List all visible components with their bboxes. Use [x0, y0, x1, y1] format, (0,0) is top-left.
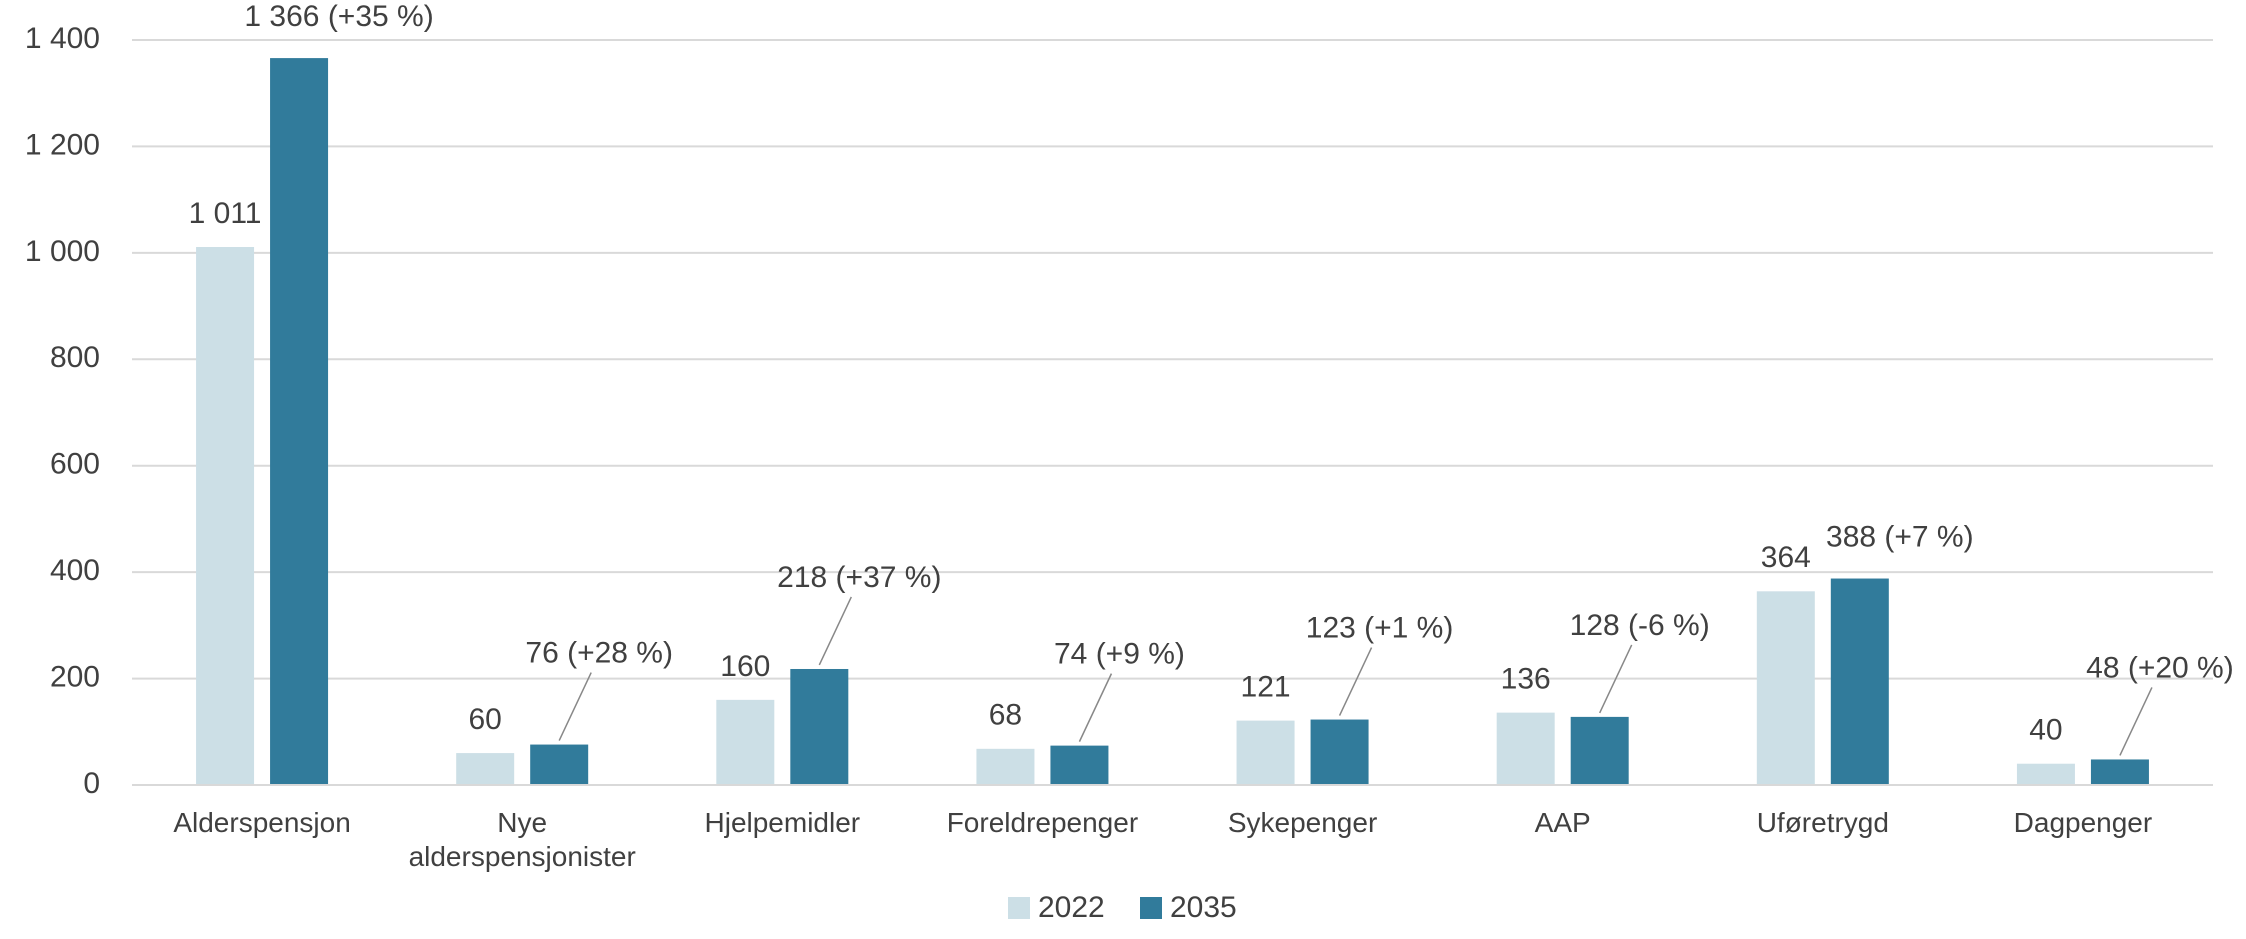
- data-label: 218 (+37 %): [777, 561, 941, 594]
- data-label: 136: [1501, 663, 1551, 696]
- data-label: 48 (+20 %): [2086, 651, 2234, 684]
- legend-item: 2035: [1140, 891, 1237, 925]
- bar: [1496, 712, 1555, 785]
- y-tick-label: 600: [50, 448, 100, 481]
- bar: [1570, 716, 1629, 785]
- x-tick-label: Nye alderspensjonister: [408, 807, 636, 872]
- data-label: 40: [2029, 714, 2062, 747]
- y-tick-label: 1 000: [25, 235, 100, 268]
- y-tick-label: 800: [50, 341, 100, 374]
- data-label: 364: [1761, 541, 1811, 574]
- x-tick-label: Foreldrepenger: [946, 807, 1139, 838]
- bar: [2090, 759, 2149, 785]
- x-tick-label: Dagpenger: [2013, 807, 2153, 838]
- y-tick-label: 1 200: [25, 128, 100, 161]
- bar: [530, 744, 589, 785]
- data-label: 121: [1241, 671, 1291, 704]
- data-label: 1 366 (+35 %): [244, 0, 433, 33]
- legend-label: 2022: [1038, 891, 1105, 924]
- x-tick-label: Alderspensjon: [173, 807, 351, 838]
- bar: [790, 668, 849, 785]
- bar: [1236, 720, 1295, 785]
- bar: [716, 699, 775, 785]
- bar: [2016, 763, 2075, 785]
- leader-line: [2119, 687, 2153, 756]
- bar: [456, 753, 515, 785]
- legend-swatch: [1140, 897, 1162, 919]
- bar: [1756, 591, 1815, 785]
- legend-swatch: [1008, 897, 1030, 919]
- leader-line: [1078, 673, 1113, 742]
- x-tick-label: Hjelpemidler: [704, 807, 861, 838]
- bar: [1830, 578, 1889, 785]
- x-tick-label: AAP: [1534, 807, 1591, 838]
- data-label: 128 (-6 %): [1570, 609, 1710, 642]
- data-label: 60: [469, 703, 502, 736]
- legend-label: 2035: [1170, 891, 1237, 924]
- data-label: 76 (+28 %): [525, 636, 673, 669]
- leader-line: [1599, 644, 1633, 714]
- data-label: 74 (+9 %): [1054, 638, 1185, 671]
- bar: [1050, 745, 1109, 785]
- legend-item: 2022: [1008, 891, 1105, 925]
- x-tick-label: Sykepenger: [1227, 807, 1378, 838]
- bar: [196, 247, 255, 786]
- bar: [270, 58, 329, 786]
- data-label: 160: [720, 650, 770, 683]
- leader-line: [558, 672, 592, 741]
- data-label: 68: [989, 699, 1022, 732]
- y-tick-label: 0: [83, 767, 100, 800]
- leader-line: [1338, 647, 1373, 716]
- data-label: 388 (+7 %): [1826, 520, 1974, 553]
- bar: [976, 748, 1035, 785]
- bar: [1310, 719, 1369, 785]
- y-tick-label: 200: [50, 660, 100, 693]
- x-tick-label: Uføretrygd: [1756, 807, 1889, 838]
- data-label: 123 (+1 %): [1306, 611, 1454, 644]
- data-label: 1 011: [189, 197, 262, 230]
- y-tick-label: 1 400: [25, 22, 100, 55]
- y-tick-label: 400: [50, 554, 100, 587]
- leader-line: [818, 596, 852, 666]
